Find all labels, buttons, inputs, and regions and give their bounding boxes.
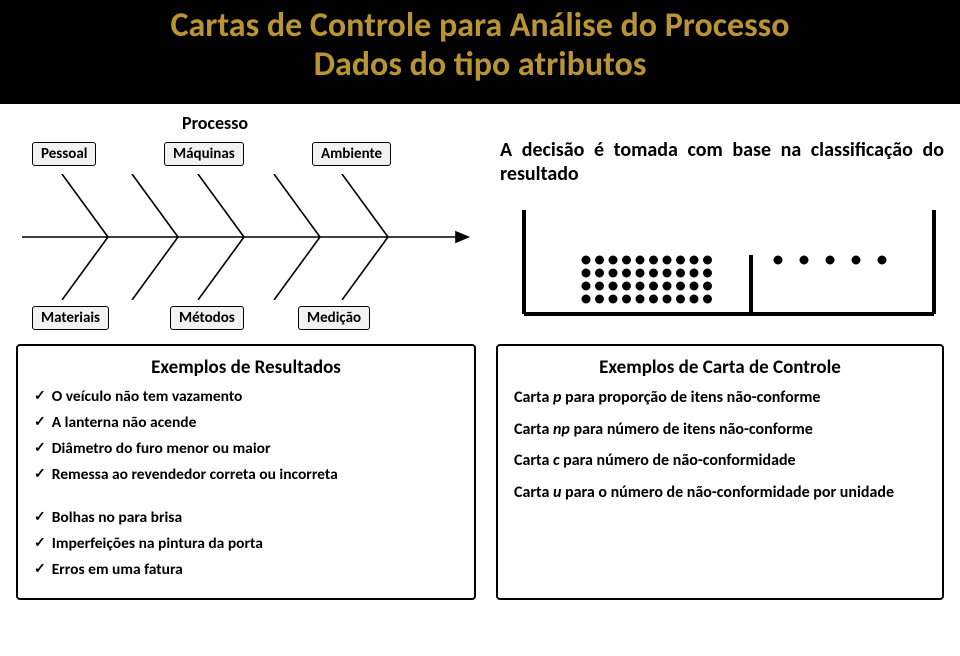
right-panel-header: Exemplos de Carta de Controle	[514, 356, 926, 379]
check-item: Imperfeições na pintura da porta	[34, 534, 458, 554]
cause-box-materiais: Materiais	[32, 306, 109, 330]
cause-box-ambiente: Ambiente	[312, 142, 391, 166]
left-panel: Exemplos de Resultados O veículo não tem…	[16, 344, 476, 600]
dot-plate-svg	[514, 200, 944, 320]
left-group-2: Bolhas no para brisa Imperfeições na pint…	[34, 508, 458, 580]
top-row: Processo Pessoal Máquinas Ambiente Mater…	[0, 104, 960, 340]
right-item: Carta p para proporção de itens não-conf…	[514, 387, 926, 409]
decision-text-block: A decisão é tomada com base na classific…	[500, 112, 944, 340]
left-panel-header: Exemplos de Resultados	[34, 356, 458, 379]
bottom-row: Exemplos de Resultados O veículo não tem…	[0, 340, 960, 600]
check-item: Bolhas no para brisa	[34, 508, 458, 528]
fishbone-diagram: Processo Pessoal Máquinas Ambiente Mater…	[16, 112, 476, 340]
right-items-list: Carta p para proporção de itens não-conf…	[514, 387, 926, 503]
processo-label: Processo	[182, 112, 248, 134]
title-block: Cartas de Controle para Análise do Proce…	[0, 0, 960, 104]
check-item: Diâmetro do furo menor ou maior	[34, 439, 458, 459]
decision-text: A decisão é tomada com base na classific…	[500, 138, 944, 186]
right-item: Carta np para número de itens não-confor…	[514, 419, 926, 441]
cause-box-metodos: Métodos	[170, 306, 244, 330]
right-item: Carta u para o número de não-conformidad…	[514, 482, 926, 504]
right-panel: Exemplos de Carta de Controle Carta p pa…	[496, 344, 944, 600]
dot-plate	[514, 200, 944, 320]
title-line-2: Dados do tipo atributos	[16, 45, 944, 84]
title-line-1: Cartas de Controle para Análise do Proce…	[16, 6, 944, 45]
cause-box-maquinas: Máquinas	[164, 142, 244, 166]
check-item: Erros em uma fatura	[34, 560, 458, 580]
cause-box-medicao: Medição	[298, 306, 370, 330]
fishbone-lines	[16, 174, 476, 300]
check-item: O veículo não tem vazamento	[34, 387, 458, 407]
cause-box-pessoal: Pessoal	[32, 142, 96, 166]
right-item: Carta c para número de não-conformidade	[514, 450, 926, 472]
left-group-1: O veículo não tem vazamento A lanterna nã…	[34, 387, 458, 486]
check-item: Remessa ao revendedor correta ou incorre…	[34, 465, 458, 485]
check-item: A lanterna não acende	[34, 413, 458, 433]
